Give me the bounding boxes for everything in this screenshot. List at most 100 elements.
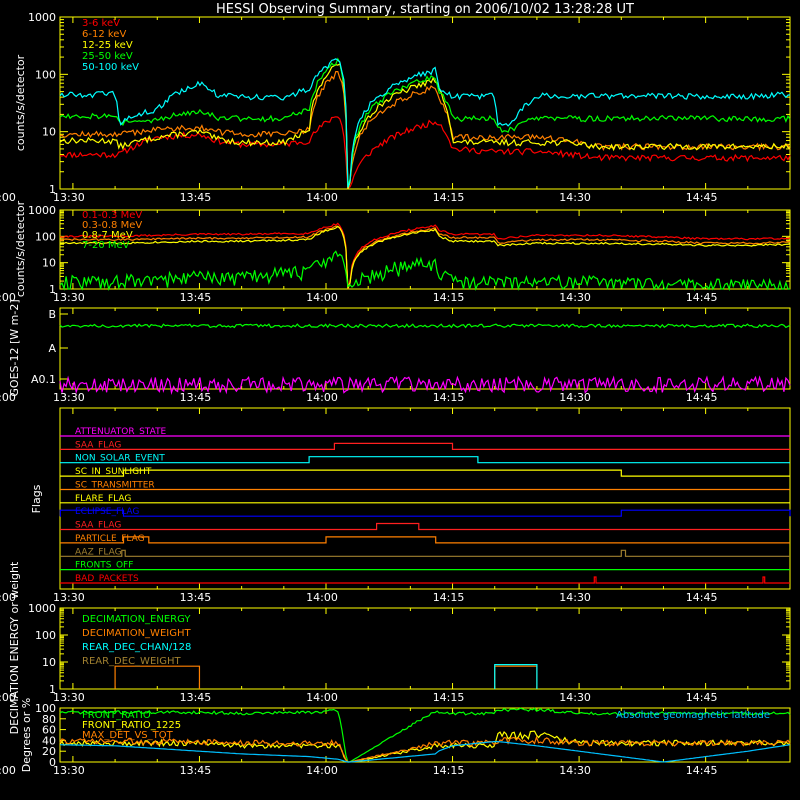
flag-label: SC_TRANSMITTER bbox=[75, 480, 155, 490]
legend-entry: MAX_DET_VS_TOT bbox=[82, 730, 174, 741]
panel-4: Flags 13:30 13:45 14:00 14:15 14:30 14:45 15:00… bbox=[0, 407, 791, 604]
flag-label: FRONTS_OFF bbox=[75, 561, 133, 571]
series-segment bbox=[494, 664, 538, 689]
series-line bbox=[59, 375, 791, 395]
flag-label: ATTENUATOR_STATE bbox=[75, 427, 167, 437]
y-tick-label: 1000 bbox=[28, 602, 56, 615]
flag-label: SC_IN_SUNLIGHT bbox=[75, 467, 152, 477]
y-tick-label: 1000 bbox=[28, 11, 56, 24]
x-tick-label: 15:00 bbox=[0, 764, 16, 777]
y-tick-label: 10 bbox=[42, 126, 56, 139]
y-tick-label: 1 bbox=[49, 683, 56, 696]
x-tick-label: 14:15 bbox=[433, 291, 465, 304]
legend-entry: 12-25 keV bbox=[82, 40, 133, 51]
legend-entry: REAR_DEC_CHAN/128 bbox=[82, 642, 191, 653]
x-tick-label: 14:45 bbox=[686, 191, 718, 204]
x-tick-label: 14:45 bbox=[686, 691, 718, 704]
panel-5: 1 10 100 1000 DECIMATION ENERGY or weight 13:… bbox=[0, 561, 791, 734]
x-tick-label: 14:30 bbox=[559, 691, 591, 704]
x-tick-label: 14:45 bbox=[686, 391, 718, 404]
y-tick-label: 100 bbox=[35, 230, 56, 243]
y-tick-label: 100 bbox=[35, 68, 56, 81]
legend-entry: 0.3-0.8 MeV bbox=[82, 220, 142, 231]
x-tick-label: 13:45 bbox=[180, 591, 212, 604]
x-tick-label: 13:45 bbox=[180, 291, 212, 304]
series-line bbox=[59, 225, 791, 290]
flag-line bbox=[59, 509, 791, 517]
y-tick-label: 1000 bbox=[28, 204, 56, 217]
flag-line bbox=[60, 549, 790, 557]
y-tick-label: A0.1 bbox=[31, 373, 56, 386]
panel-frame bbox=[59, 607, 791, 690]
x-tick-label: 13:30 bbox=[53, 591, 85, 604]
x-tick-label: 13:30 bbox=[53, 764, 85, 777]
series-line bbox=[60, 225, 791, 289]
flag-line bbox=[60, 456, 790, 464]
x-tick-label: 14:45 bbox=[686, 764, 718, 777]
y-tick-label: A bbox=[48, 342, 56, 355]
x-tick-label: 14:00 bbox=[306, 764, 338, 777]
panel-frame bbox=[59, 209, 791, 290]
x-tick-label: 14:00 bbox=[306, 591, 338, 604]
x-tick-label: 15:00 bbox=[0, 691, 16, 704]
y-tick-label: 1 bbox=[49, 283, 56, 296]
x-tick-label: 14:00 bbox=[306, 391, 338, 404]
series-line bbox=[59, 707, 791, 763]
x-tick-label: 13:45 bbox=[180, 764, 212, 777]
series-line bbox=[59, 250, 790, 292]
flag-label: FLARE_FLAG bbox=[75, 494, 131, 504]
x-tick-label: 13:45 bbox=[180, 391, 212, 404]
x-tick-label: 15:00 bbox=[0, 391, 16, 404]
x-tick-label: 13:30 bbox=[53, 191, 85, 204]
y-axis-label: Flags bbox=[30, 484, 43, 513]
annotation: Absolute geomagnetic latitude bbox=[616, 710, 770, 721]
x-tick-label: 14:30 bbox=[559, 391, 591, 404]
legend-entry: DECIMATION_ENERGY bbox=[82, 614, 191, 625]
legend-entry: 7-20 MeV bbox=[82, 240, 130, 251]
flag-label: BAD_PACKETS bbox=[75, 574, 139, 584]
x-tick-label: 14:00 bbox=[306, 191, 338, 204]
y-axis-label: GOES-12 [W m-2] bbox=[8, 299, 21, 396]
series-line bbox=[59, 63, 791, 190]
x-tick-label: 14:45 bbox=[686, 591, 718, 604]
y-tick-label: 40 bbox=[42, 734, 56, 747]
y-tick-label: 20 bbox=[42, 745, 56, 758]
panel-1: 1 10 100 1000 counts/s/detector 13:30 13:45 14:… bbox=[0, 11, 791, 204]
legend-entry: 25-50 keV bbox=[82, 51, 133, 62]
panel-3: A0.1 A B GOES-12 [W m-2] 13:30 13:45 14:00 14:1… bbox=[0, 299, 791, 404]
series-line bbox=[59, 222, 791, 290]
panel-frame bbox=[59, 16, 791, 190]
series-line bbox=[59, 57, 791, 187]
y-tick-label: 60 bbox=[42, 724, 56, 737]
x-tick-label: 14:30 bbox=[559, 591, 591, 604]
flag-line bbox=[60, 576, 790, 584]
legend-entry: 0.1-0.3 MeV bbox=[82, 210, 142, 221]
x-tick-label: 14:00 bbox=[306, 291, 338, 304]
x-tick-label: 13:45 bbox=[180, 691, 212, 704]
legend-entry: REAR_DEC_WEIGHT bbox=[82, 656, 181, 667]
flag-label: SAA_FLAG bbox=[75, 521, 121, 531]
y-axis-label: DECIMATION ENERGY or weight bbox=[8, 561, 21, 734]
flag-label: NON_SOLAR_EVENT bbox=[75, 454, 165, 464]
series-line bbox=[59, 735, 791, 763]
flag-label: AAZ_FLAG bbox=[75, 547, 122, 557]
x-tick-label: 13:30 bbox=[53, 291, 85, 304]
x-tick-label: 14:15 bbox=[433, 764, 465, 777]
x-tick-label: 14:15 bbox=[433, 391, 465, 404]
x-tick-label: 14:00 bbox=[306, 691, 338, 704]
y-axis-label: counts/s/detector bbox=[14, 200, 27, 297]
y-tick-label: B bbox=[48, 308, 56, 321]
panel-frame bbox=[59, 707, 791, 763]
y-tick-label: 10 bbox=[42, 257, 56, 270]
y-axis-label: Degrees or % bbox=[20, 698, 33, 772]
flag-label: ECLIPSE_FLAG bbox=[75, 507, 139, 517]
x-tick-label: 14:30 bbox=[559, 191, 591, 204]
panel-frame bbox=[59, 407, 791, 590]
x-tick-label: 14:15 bbox=[433, 591, 465, 604]
legend-entry: DECIMATION_WEIGHT bbox=[82, 628, 191, 639]
x-tick-label: 13:30 bbox=[53, 691, 85, 704]
flag-line bbox=[60, 469, 790, 477]
